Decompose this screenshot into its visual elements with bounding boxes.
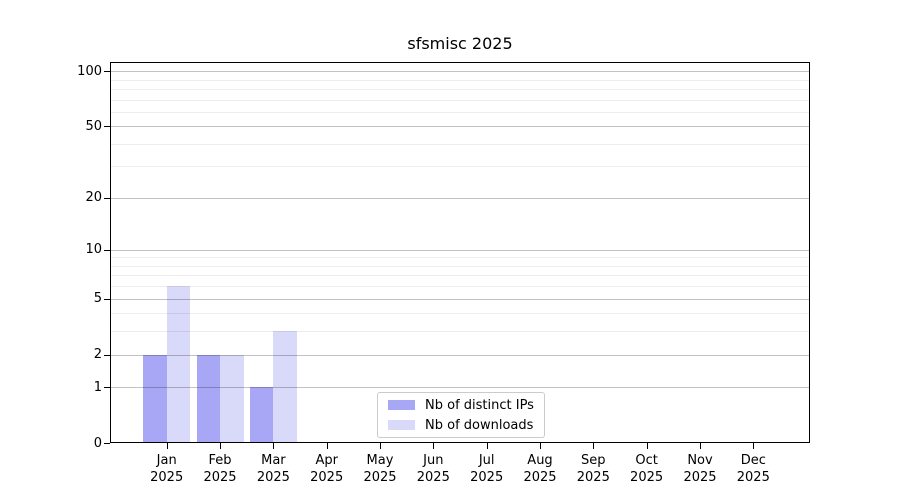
y-tick-mark (104, 443, 110, 444)
y-tick-mark (104, 126, 110, 128)
x-tick-label-may: May 2025 (363, 453, 397, 485)
x-tick-label-sep: Sep 2025 (576, 453, 610, 485)
x-tick-mark (646, 443, 648, 449)
gridline-minor (111, 257, 809, 259)
y-tick-label: 2 (93, 347, 102, 362)
gridline-minor (111, 143, 809, 145)
legend-row: Nb of downloads (386, 418, 536, 433)
gridline-minor (111, 111, 809, 113)
gridline-minor (111, 275, 809, 277)
x-tick-label-jul: Jul 2025 (470, 453, 504, 485)
y-tick-mark (104, 249, 110, 251)
x-tick-label-jan: Jan 2025 (150, 453, 184, 485)
y-tick-label: 10 (85, 242, 102, 258)
y-tick-label: 100 (77, 63, 102, 79)
bar-nb-of-distinct-ips-mar (249, 387, 274, 442)
gridline-major (111, 126, 809, 128)
x-tick-mark (700, 443, 701, 449)
gridline-major (111, 197, 809, 199)
gridline-minor (111, 286, 809, 288)
y-tick-mark (104, 71, 110, 72)
y-tick-mark (104, 387, 110, 389)
gridline-minor (111, 331, 809, 333)
y-tick-label: 50 (85, 118, 102, 134)
x-tick-mark (593, 443, 595, 449)
gridline-major (111, 354, 809, 356)
x-tick-mark (326, 443, 328, 449)
gridline-minor (111, 265, 809, 267)
gridline-minor (111, 313, 809, 315)
legend-label: Nb of downloads (425, 417, 534, 433)
x-tick-label-jun: Jun 2025 (416, 453, 450, 485)
legend-swatch (388, 400, 415, 410)
y-tick-mark (104, 298, 110, 300)
legend-label: Nb of distinct IPs (425, 397, 534, 413)
legend-swatch (388, 420, 415, 430)
x-tick-mark (540, 443, 541, 449)
x-tick-mark (433, 443, 435, 449)
x-tick-mark (380, 443, 381, 449)
gridline-minor (111, 166, 809, 168)
x-tick-label-nov: Nov 2025 (683, 453, 717, 485)
y-tick-label: 20 (85, 190, 102, 206)
x-tick-mark (273, 443, 275, 449)
bar-nb-of-distinct-ips-feb (196, 354, 220, 442)
gridline-minor (111, 88, 809, 90)
bar-nb-of-downloads-jan (166, 286, 191, 442)
legend-row: Nb of distinct IPs (386, 398, 536, 413)
gridline-minor (111, 79, 809, 81)
x-tick-label-apr: Apr 2025 (310, 453, 344, 485)
x-tick-label-mar: Mar 2025 (256, 453, 290, 485)
y-tick-mark (104, 197, 110, 199)
gridline-major (111, 298, 809, 300)
chart-title: sfsmisc 2025 (407, 34, 513, 53)
y-tick-mark (104, 354, 110, 356)
bar-nb-of-downloads-feb (220, 354, 244, 442)
gridline-minor (111, 99, 809, 101)
x-tick-label-aug: Aug 2025 (523, 453, 557, 485)
x-tick-mark (220, 443, 221, 449)
x-tick-label-dec: Dec 2025 (736, 453, 770, 485)
y-tick-label: 1 (93, 379, 102, 395)
bar-nb-of-distinct-ips-jan (143, 354, 167, 442)
legend: Nb of distinct IPs Nb of downloads (377, 392, 545, 438)
x-tick-label-oct: Oct 2025 (630, 453, 664, 485)
bar-nb-of-downloads-mar (273, 331, 297, 442)
x-tick-mark (486, 443, 488, 449)
gridline-major (111, 249, 809, 251)
y-tick-label: 0 (93, 435, 102, 451)
x-tick-mark (753, 443, 755, 449)
x-tick-label-feb: Feb 2025 (203, 453, 237, 485)
gridline-major (111, 71, 809, 72)
gridline-major (111, 387, 809, 389)
y-tick-label: 5 (93, 291, 102, 307)
x-tick-mark (166, 443, 168, 449)
